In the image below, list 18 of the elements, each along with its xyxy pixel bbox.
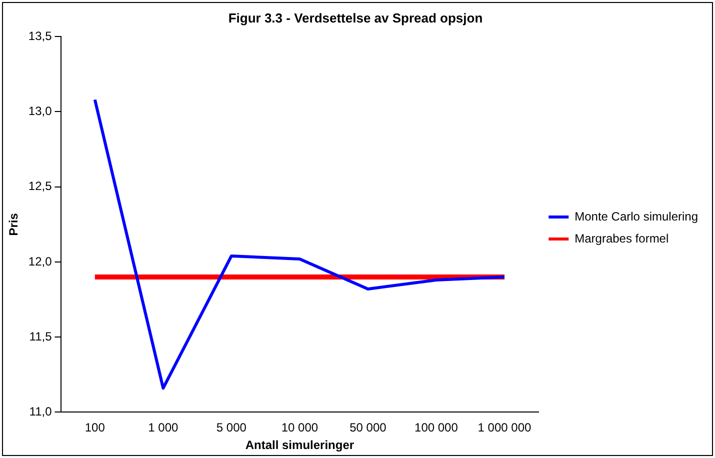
x-tick-label: 1 000 000 <box>478 420 532 435</box>
y-tick-label: 11,5 <box>29 329 52 344</box>
y-tick-label: 12,5 <box>28 179 52 194</box>
chart-title: Figur 3.3 - Verdsettelse av Spread opsjon <box>228 10 483 26</box>
x-tick-label: 5 000 <box>216 420 247 435</box>
legend-label: Monte Carlo simulering <box>574 209 698 224</box>
x-axis-title: Antall simuleringer <box>245 438 354 452</box>
x-tick-label: 50 000 <box>350 420 387 435</box>
x-tick-label: 100 <box>84 420 106 435</box>
legend-label: Margrabes formel <box>574 231 669 246</box>
x-tick-label: 1 000 <box>148 420 178 435</box>
y-tick-label: 13,0 <box>28 104 52 118</box>
y-axis-title: Pris <box>6 212 21 236</box>
y-tick-label: 12,0 <box>28 254 52 268</box>
y-tick-label: 11,0 <box>29 404 52 419</box>
x-tick-label: 10 000 <box>281 420 318 435</box>
x-tick-label: 100 000 <box>414 420 458 435</box>
y-tick-label: 13,5 <box>28 28 52 43</box>
